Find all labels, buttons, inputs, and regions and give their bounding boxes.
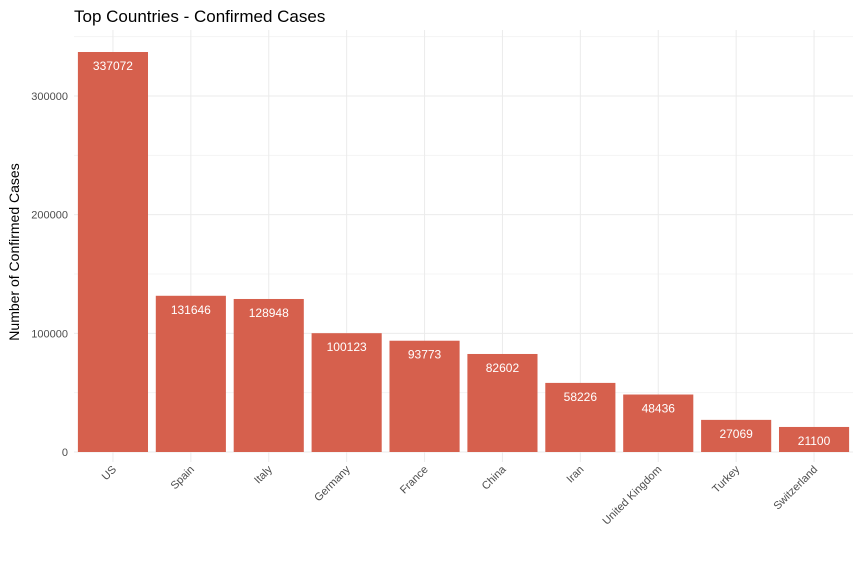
bar-value-label: 82602 — [486, 361, 520, 375]
chart-title: Top Countries - Confirmed Cases — [74, 7, 325, 26]
y-tick-label: 300000 — [31, 91, 68, 103]
bar — [233, 298, 304, 452]
bar-value-label: 128948 — [249, 306, 289, 320]
bar-value-label: 27069 — [719, 427, 753, 441]
y-axis-title: Number of Confirmed Cases — [6, 163, 22, 340]
bar-value-label: 100123 — [327, 340, 367, 354]
bars — [77, 52, 850, 452]
bar — [467, 353, 538, 452]
y-tick-label: 200000 — [31, 210, 68, 222]
x-tick-label: Turkey — [710, 463, 742, 495]
bar — [545, 382, 616, 452]
bar-labels: 337072 131646 128948 100123 93773 82602 58226 4… — [93, 59, 831, 448]
bar — [701, 419, 772, 452]
bar-value-label: 21100 — [798, 434, 831, 448]
y-tick-label: 100000 — [31, 328, 68, 340]
bar — [389, 340, 460, 452]
y-axis-ticks: 0 100000 200000 300000 — [31, 91, 68, 459]
bar-value-label: 337072 — [93, 59, 133, 73]
x-tick-label: United Kingdom — [601, 464, 665, 528]
bar — [311, 333, 382, 452]
x-tick-label: China — [480, 463, 509, 492]
bar — [77, 52, 149, 452]
bar-value-label: 48436 — [642, 402, 676, 416]
x-tick-label: US — [100, 464, 119, 483]
x-tick-label: Germany — [312, 463, 353, 504]
x-tick-label: Iran — [565, 464, 587, 486]
bar — [155, 295, 226, 452]
bar — [778, 426, 850, 452]
x-tick-label: Spain — [169, 464, 197, 492]
x-tick-label: Switzerland — [771, 464, 820, 513]
bar — [623, 394, 694, 452]
x-tick-label: Italy — [252, 463, 275, 486]
bar-value-label: 131646 — [171, 303, 211, 317]
x-axis-ticks: US Spain Italy Germany France China Iran United… — [100, 463, 820, 527]
y-tick-label: 0 — [62, 447, 68, 459]
bar-value-label: 93773 — [408, 348, 442, 362]
bar-value-label: 58226 — [564, 390, 598, 404]
x-tick-label: France — [398, 464, 431, 497]
